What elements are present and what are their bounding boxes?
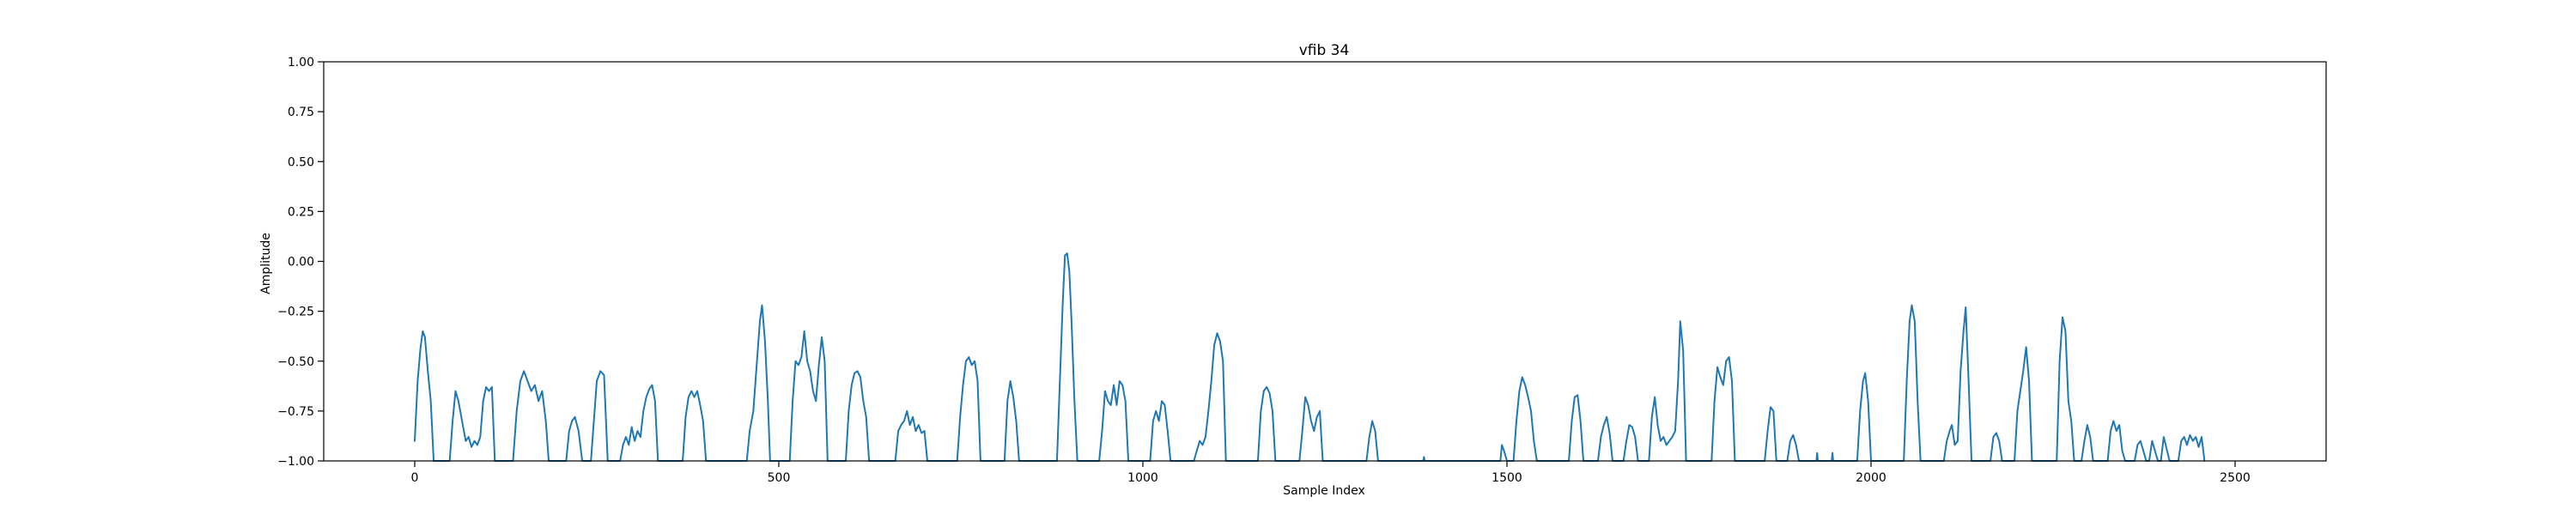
y-tick-label: 0.50 bbox=[288, 155, 314, 169]
y-axis-label: Amplitude bbox=[259, 233, 273, 294]
y-axis-ticks: −1.00 −0.75 −0.50 −0.25 0.00 0.25 0.50 0.75 1.00 bbox=[277, 56, 324, 469]
chart-title: vfib 34 bbox=[1299, 42, 1350, 59]
y-tick-label: 0.75 bbox=[288, 106, 314, 119]
x-axis-label: Sample Index bbox=[1283, 484, 1364, 498]
data-series-line bbox=[414, 252, 2206, 462]
plot-frame bbox=[323, 61, 2327, 462]
y-tick-label: −0.50 bbox=[277, 355, 314, 369]
y-tick-label: −0.25 bbox=[277, 306, 314, 319]
x-tick-label: 500 bbox=[768, 471, 791, 485]
x-tick-label: 2000 bbox=[1856, 471, 1886, 485]
x-tick-label: 1000 bbox=[1127, 471, 1158, 485]
x-axis-ticks: 0 500 1000 1500 2000 2500 bbox=[411, 461, 2251, 485]
y-tick-label: 0.25 bbox=[288, 205, 314, 219]
x-tick-label: 2500 bbox=[2220, 471, 2251, 485]
y-tick-label: 1.00 bbox=[288, 56, 314, 70]
y-tick-label: −0.75 bbox=[277, 405, 314, 419]
y-tick-label: −1.00 bbox=[277, 455, 314, 469]
y-tick-label: 0.00 bbox=[288, 256, 314, 270]
x-tick-label: 0 bbox=[411, 471, 419, 485]
x-tick-label: 1500 bbox=[1492, 471, 1522, 485]
